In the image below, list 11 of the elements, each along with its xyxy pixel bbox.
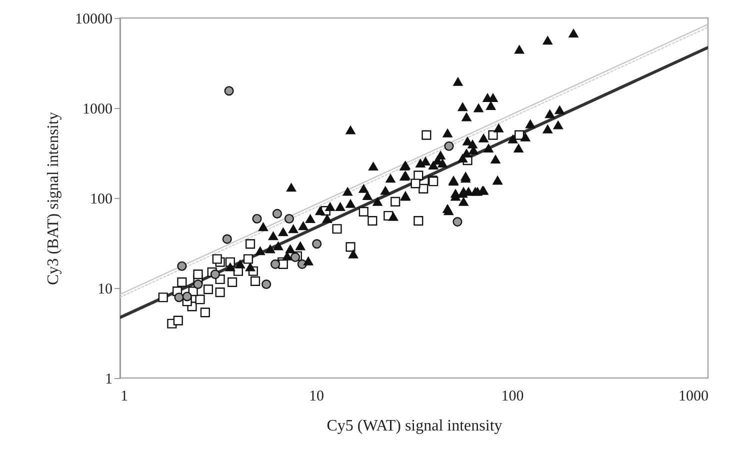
y-tick-label: 10 bbox=[98, 282, 112, 298]
x-tick-label: 100 bbox=[501, 388, 524, 404]
x-tick-label: 1 bbox=[120, 388, 128, 404]
y-axis-title: Cy3 (BAT) signal intensity bbox=[45, 112, 62, 285]
y-tick-label: 10000 bbox=[75, 12, 112, 28]
x-axis-title: Cy5 (WAT) signal intensity bbox=[326, 418, 502, 434]
x-tick-label: 1000 bbox=[678, 388, 708, 404]
x-tick-label: 10 bbox=[309, 388, 324, 404]
y-tick-label: 100 bbox=[90, 192, 112, 208]
y-tick-label: 1000 bbox=[82, 102, 112, 118]
y-tick-label: 1 bbox=[105, 372, 112, 388]
